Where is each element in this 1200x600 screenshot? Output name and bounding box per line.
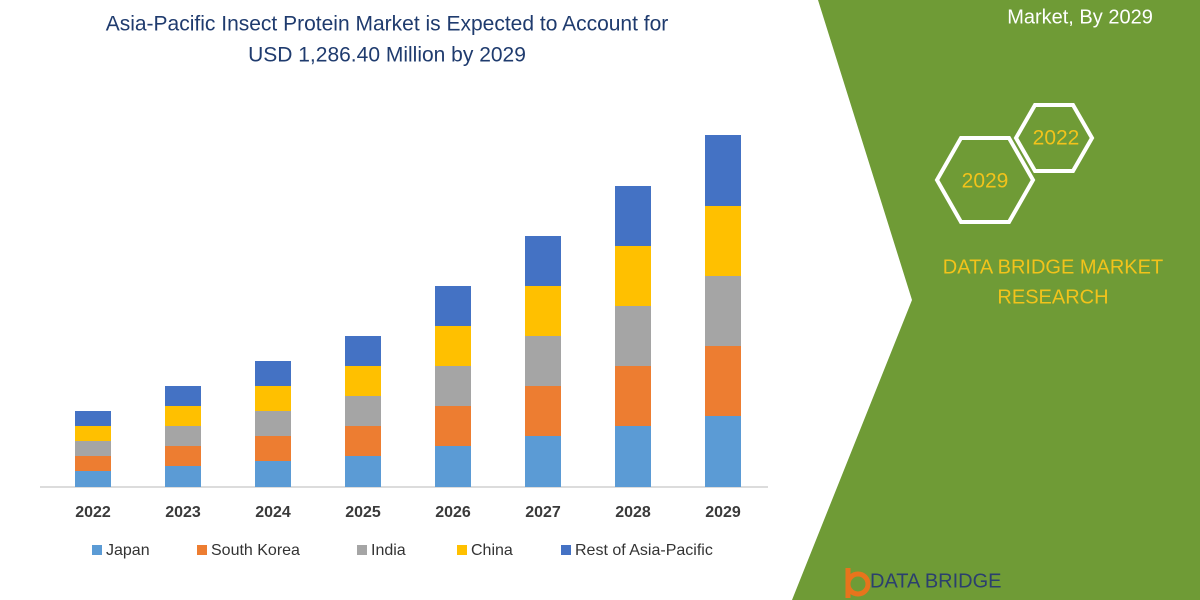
legend-label: Rest of Asia-Pacific [575,542,713,559]
legend-swatch [561,545,571,555]
side-panel-bg [792,0,1200,600]
legend-label: Japan [106,542,150,559]
bar-segment [705,276,741,346]
logo-icon [845,568,871,598]
bar-segment [705,135,741,206]
bar-segment [705,346,741,416]
bar-segment [165,386,201,406]
bar-segment [525,386,561,436]
bar-segment [705,416,741,487]
x-tick-label: 2028 [615,504,651,521]
bar-segment [615,186,651,246]
bar-segment [435,326,471,366]
bar-segment [165,426,201,446]
bar-segment [615,246,651,306]
legend-swatch [357,545,367,555]
bar-segment [525,236,561,286]
legend-swatch [92,545,102,555]
hex-label: 2029 [962,170,1009,193]
bar-segment [435,446,471,487]
bar-segment [705,206,741,276]
x-tick-label: 2025 [345,504,381,521]
bar-segment [255,461,291,487]
brand-text: RESEARCH [997,286,1108,308]
bar-segment [345,366,381,396]
bar-segment [525,336,561,386]
bar-segment [75,456,111,471]
bar-segment [75,471,111,487]
bar-segment [435,406,471,446]
bar-segment [255,386,291,411]
brand-text: DATA BRIDGE MARKET [943,256,1163,278]
legend-swatch [197,545,207,555]
logo-text: DATA BRIDGE [870,570,1002,592]
x-tick-label: 2026 [435,504,471,521]
bar-segment [615,366,651,426]
x-tick-label: 2022 [75,504,111,521]
bar-segment [525,286,561,336]
x-tick-label: 2023 [165,504,201,521]
bar-segment [165,406,201,426]
bar-segment [255,436,291,461]
legend-label: South Korea [211,542,300,559]
legend-label: China [471,542,513,559]
bar-segment [345,456,381,487]
bar-segment [345,336,381,366]
side-heading: Market, By 2029 [1007,6,1153,28]
bar-segment [435,286,471,326]
bar-segment [165,446,201,466]
chart-title: USD 1,286.40 Million by 2029 [248,44,526,67]
bar-segment [165,466,201,487]
legend-swatch [457,545,467,555]
bar-segment [615,426,651,487]
bar-segment [525,436,561,487]
x-tick-label: 2027 [525,504,561,521]
bar-segment [75,441,111,456]
hexagon [934,136,1036,224]
x-tick-label: 2029 [705,504,741,521]
bar-segment [75,411,111,426]
bar-segment [255,361,291,386]
hexagon [1013,103,1095,173]
bar-segment [345,396,381,426]
bar-segment [345,426,381,456]
bar-segment [615,306,651,366]
legend-label: India [371,542,406,559]
bar-segment [435,366,471,406]
x-tick-label: 2024 [255,504,291,521]
bar-segment [255,411,291,436]
hex-label: 2022 [1033,127,1080,150]
chart-title: Asia-Pacific Insect Protein Market is Ex… [106,13,669,36]
bar-segment [75,426,111,441]
